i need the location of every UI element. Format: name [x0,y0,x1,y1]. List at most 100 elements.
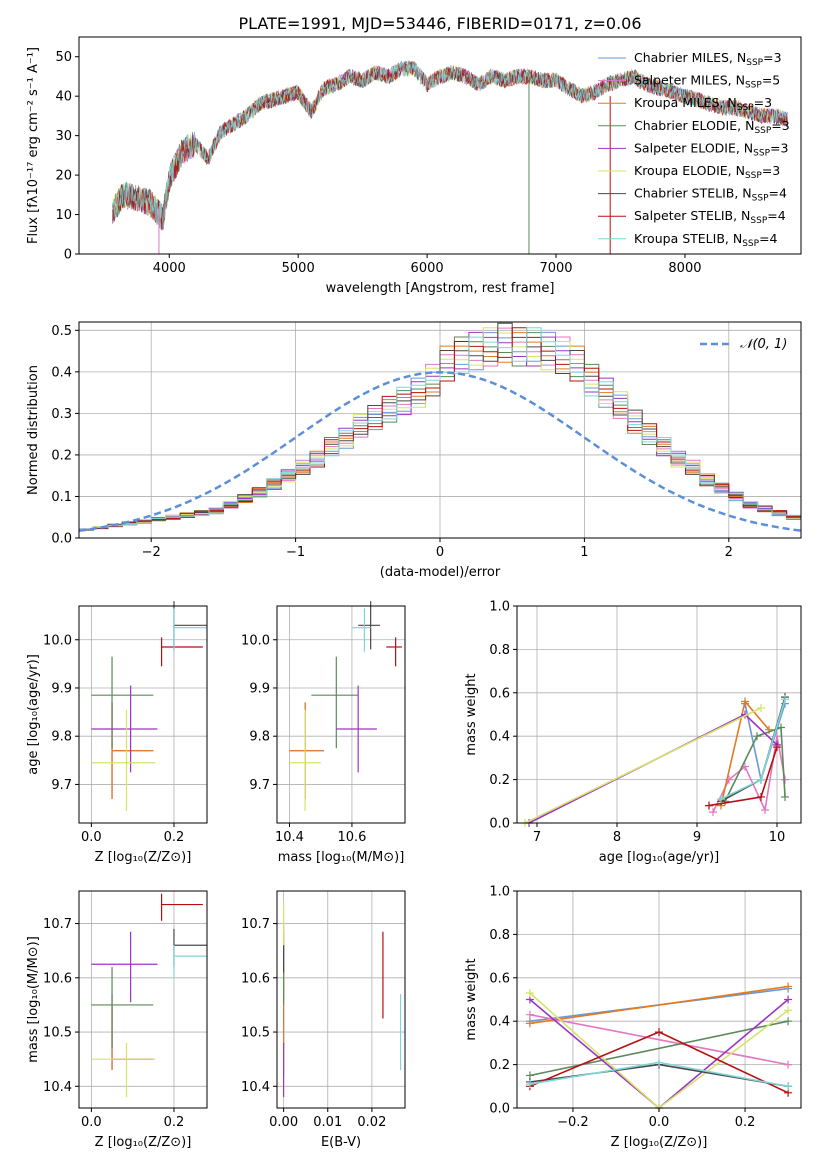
weight-point-marker [773,743,781,752]
spectrum-marks [112,59,788,254]
legend-label: Salpeter STELIB, NSSP=4 [634,208,786,226]
y-tick-label: 10.5 [43,1026,72,1041]
y-tick-label: 9.9 [51,681,72,696]
weight-series-line [724,726,786,802]
weight-point-marker [753,732,761,741]
mass_vs_Z-marks [91,893,207,1098]
weight-point-marker [655,1028,663,1037]
y-tick-label: 0.3 [51,407,72,422]
x-tick-label: 10.4 [275,830,304,845]
x-tick-label: 0.02 [357,1115,386,1130]
x-axis-label: wavelength [Angstrom, rest frame] [326,281,555,296]
y-tick-label: 10.6 [43,971,72,986]
residual_histogram-axes: 𝒩(0, 1) −2 −1 0 1 2 0.0 0.1 0.2 0.3 0.4 0.5 (data-mo… [26,321,802,580]
legend-label: Chabrier MILES, NSSP=3 [634,50,782,68]
weight-point-marker [784,1017,793,1026]
y-tick-label: 0.2 [489,773,510,788]
y-tick-label: 1.0 [489,600,510,615]
x-tick-label: 1 [580,545,588,560]
y-tick-label: 0.4 [51,365,72,380]
weight_vs_age-marks [521,693,789,827]
legend-label: Kroupa ELODIE, NSSP=3 [634,163,780,181]
spectrum-legend: Chabrier MILES, NSSP=3 Salpeter MILES, NS… [598,50,790,249]
weight-point-marker [784,995,793,1004]
weight-series-line [528,713,778,824]
legend-label: Kroupa STELIB, NSSP=4 [634,231,778,249]
weight-point-marker [525,988,534,997]
y-tick-label: 10.7 [241,917,270,932]
y-tick-label: 9.8 [51,730,72,745]
x-axis-label: E(B-V) [321,1135,361,1150]
age_vs_mass-axes: 10.4 10.6 9.7 9.8 9.9 10.0 mass [log₁₀(M/M⊙)] [241,601,406,865]
x-tick-label: −0.2 [557,1115,589,1130]
weight-point-marker [709,808,717,817]
y-tick-label: 0.4 [489,1015,510,1030]
weight-point-marker [525,1010,534,1019]
axes-frame [78,605,208,824]
weight-point-marker [525,1019,534,1028]
y-tick-label: 0.2 [51,448,72,463]
x-tick-label: 5000 [282,261,315,276]
axes-frame [276,890,406,1109]
axes-frame [276,605,406,824]
y-tick-label: 0.1 [51,490,72,505]
y-axis-label: age [log₁₀(age/yr)] [26,654,41,775]
weight-point-marker [741,697,749,706]
legend-label: Chabrier STELIB, NSSP=4 [634,186,787,204]
gaussian-reference-line [78,371,802,532]
weight-point-marker [757,703,765,712]
mass_vs_ebv-marks [283,901,402,1098]
weight-point-marker [757,775,765,784]
x-tick-label: 10 [769,830,786,845]
y-tick-label: 9.8 [249,730,270,745]
weight_vs_Z-marks [525,982,793,1112]
residual-histogram: 𝒩(0, 1) −2 −1 0 1 2 0.0 0.1 0.2 0.3 0.4 0.5 (data-mo… [26,321,802,580]
residual_histogram-marks: 𝒩(0, 1) [78,322,802,538]
weight-series-line [524,707,762,824]
y-tick-label: 0.6 [489,971,510,986]
y-tick-label: 30 [55,129,72,144]
weight-point-marker [784,1082,793,1091]
y-axis-label: mass weight [464,958,479,1040]
x-tick-label: 7 [533,830,541,845]
spectrum-plot: 4000 5000 6000 7000 8000 0 10 20 30 40 50 wavelengt… [26,36,802,296]
weight-point-marker [757,792,765,801]
x-tick-label: 9 [693,830,701,845]
weight-series-line [529,1020,789,1077]
x-axis-label: mass [log₁₀(M/M⊙)] [278,850,405,865]
x-tick-label: 8000 [668,261,701,276]
age_vs_Z-marks [91,601,207,811]
legend-label: Salpeter ELODIE, NSSP=3 [634,140,788,158]
weight-point-marker [717,795,725,804]
figure-title: PLATE=1991, MJD=53446, FIBERID=0171, z=0… [238,14,641,33]
legend-label: Kroupa MILES, NSSP=3 [634,95,772,113]
parameter-panels: 0.0 0.2 9.7 9.8 9.9 10.0 Z [log₁₀(Z/Z⊙)] age [l… [26,600,802,1150]
y-tick-label: 10.4 [241,1080,270,1095]
y-tick-label: 0.6 [489,686,510,701]
x-axis-label: Z [log₁₀(Z/Z⊙)] [611,1135,708,1150]
y-tick-label: 0.4 [489,730,510,745]
y-tick-label: 0.8 [489,928,510,943]
y-tick-label: 10.6 [241,971,270,986]
x-tick-label: 0.00 [269,1115,298,1130]
y-tick-label: 0.2 [489,1058,510,1073]
mass_vs_ebv-axes: 0.00 0.01 0.02 10.4 10.5 10.6 10.7 E(B-V) [241,890,406,1150]
x-tick-label: −2 [142,545,161,560]
y-axis-label: mass weight [464,673,479,755]
weight-point-marker [761,805,769,814]
spectrum-lines [112,59,788,254]
age_vs_Z-axes: 0.0 0.2 9.7 9.8 9.9 10.0 Z [log₁₀(Z/Z⊙)] age [l… [26,601,208,865]
axes-frame [78,890,208,1109]
y-tick-label: 50 [55,50,72,65]
weight-point-marker [525,1080,534,1089]
weight-point-marker [655,1058,663,1067]
weight-point-marker [784,1060,793,1069]
weight-series-line [529,985,789,1025]
y-tick-label: 40 [55,90,72,105]
x-axis-label: Z [log₁₀(Z/Z⊙)] [95,1135,192,1150]
y-tick-label: 9.9 [249,681,270,696]
y-tick-label: 1.0 [489,885,510,900]
y-tick-label: 10 [55,208,72,223]
y-tick-label: 0.0 [489,1102,510,1117]
